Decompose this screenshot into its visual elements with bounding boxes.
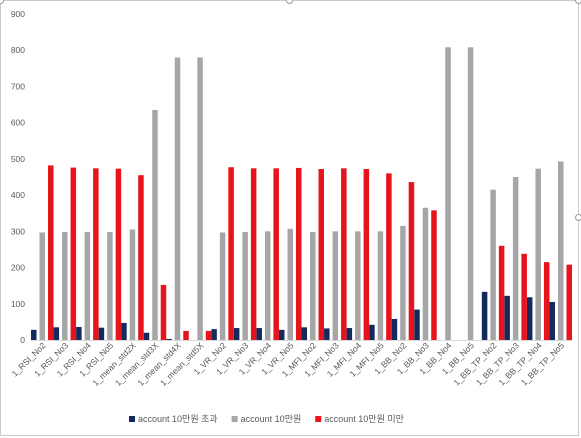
bar-1_BB_TP_No5-1 — [557, 161, 564, 340]
bar-1_MFI_No4-2 — [363, 169, 370, 340]
bar-1_MFI_No4-0 — [346, 328, 353, 340]
bar-1_BB_No3-1 — [422, 207, 429, 340]
bar-1_RSI_No5-1 — [107, 232, 113, 340]
bar-1_VR_No3-2 — [250, 168, 257, 340]
bar-1_mean_std3X-1 — [152, 109, 158, 341]
legend-swatch — [231, 416, 238, 422]
bar-1_MFI_No2-1 — [310, 232, 316, 340]
bar-1_BB_TP_No3-2 — [521, 253, 527, 340]
bar-1_mean_std4X-0 — [166, 338, 172, 340]
bar-1_RSI_No4-0 — [76, 326, 82, 340]
bar-1_BB_TP_No2-2 — [498, 245, 505, 340]
y-tick-label: 300 — [11, 226, 25, 236]
bar-1_RSI_No2-0 — [31, 329, 37, 340]
legend-swatch — [129, 416, 135, 422]
bar-1_VR_No4-0 — [256, 328, 262, 340]
legend-label: account 10만원 미만 — [324, 414, 404, 424]
bar-1_RSI_No5-2 — [115, 168, 122, 340]
bar-1_VR_No5-0 — [278, 329, 285, 340]
bar-1_BB_TP_No4-1 — [535, 168, 541, 340]
legend: account 10만원 초과 account 10만원 account 10만원 … — [129, 414, 404, 424]
bar-1_VR_No5-1 — [287, 228, 293, 340]
resize-handle-right[interactable] — [575, 214, 581, 221]
bar-1_RSI_No3-1 — [62, 232, 68, 340]
bar-1_BB_No5-1 — [467, 47, 474, 340]
y-tick-label: 0 — [20, 335, 25, 345]
bar-1_BB_TP_No4-0 — [526, 297, 533, 340]
y-tick-label: 500 — [11, 154, 25, 164]
legend-label: account 10만원 — [241, 414, 302, 424]
bar-1_mean_std3X-0 — [143, 332, 150, 340]
y-tick-label: 800 — [11, 45, 25, 55]
bar-1_RSI_No2-1 — [39, 232, 46, 340]
bar-1_BB_TP_No3-1 — [512, 177, 519, 340]
bar-1_MFI_No3-2 — [341, 168, 347, 340]
bar-1_RSI_No3-2 — [70, 167, 77, 340]
y-tick-label: 600 — [11, 118, 25, 128]
bar-1_MFI_No5-2 — [386, 173, 392, 340]
bar-1_VR_No4-1 — [264, 231, 271, 340]
resize-handle-top-left[interactable] — [0, 0, 4, 4]
bar-1_mean_std5X-2 — [205, 330, 212, 340]
bar-1_VR_No5-2 — [295, 167, 302, 340]
bar-1_BB_TP_No2-0 — [481, 291, 488, 340]
legend-label: account 10만원 초과 — [138, 414, 218, 424]
bar-1_mean_std3X-2 — [160, 284, 167, 340]
bar-1_VR_No3-1 — [242, 232, 248, 340]
bar-1_mean_std5X-1 — [197, 57, 203, 340]
bar-1_BB_No4-1 — [445, 47, 451, 340]
bar-1_VR_No2-0 — [211, 329, 217, 340]
legend-swatch — [315, 416, 322, 422]
y-tick-label: 200 — [11, 263, 25, 273]
plot-area — [31, 47, 572, 341]
bar-1_RSI_No2-2 — [48, 165, 54, 340]
bar-1_VR_No2-2 — [228, 167, 234, 340]
bar-1_MFI_No5-0 — [369, 324, 375, 340]
bar-1_RSI_No4-2 — [93, 168, 99, 340]
bar-1_MFI_No4-1 — [355, 231, 361, 340]
bar-1_BB_No3-0 — [414, 309, 420, 340]
bar-1_MFI_No5-1 — [377, 231, 384, 340]
bar-1_RSI_No4-1 — [84, 232, 91, 340]
y-tick-label: 100 — [11, 299, 25, 309]
bar-1_BB_No3-2 — [431, 210, 437, 340]
bar-1_VR_No2-1 — [219, 232, 226, 340]
bar-1_BB_TP_No2-1 — [490, 189, 496, 340]
bar-1_mean_std2X-0 — [121, 322, 127, 340]
bar-1_MFI_No2-2 — [318, 169, 325, 340]
bar-1_BB_TP_No3-0 — [504, 295, 510, 340]
bar-1_MFI_No3-1 — [332, 231, 339, 340]
bar-1_mean_std2X-2 — [138, 175, 144, 340]
y-tick-label: 400 — [11, 190, 25, 200]
bar-1_MFI_No3-0 — [324, 328, 330, 340]
bar-1_BB_TP_No4-2 — [543, 262, 550, 340]
y-axis: 0 100 200 300 400 500 600 700 800 900 — [11, 9, 25, 345]
bar-1_mean_std4X-1 — [174, 57, 181, 340]
bar-1_BB_No2-1 — [400, 225, 406, 340]
y-tick-label: 700 — [11, 81, 25, 91]
bar-1_BB_No2-2 — [408, 182, 415, 340]
bar-1_VR_No4-2 — [273, 168, 279, 340]
x-axis: 1_RSI_No21_RSI_No31_RSI_No41_RSI_No51_me… — [10, 340, 572, 388]
y-tick-label: 900 — [11, 9, 25, 19]
bar-1_RSI_No5-0 — [98, 327, 105, 340]
bar-1_mean_std2X-1 — [129, 229, 136, 340]
bar-1_BB_TP_No5-2 — [566, 264, 572, 340]
bar-1_VR_No3-0 — [233, 328, 240, 340]
bar-1_MFI_No2-0 — [301, 327, 308, 340]
bar-1_BB_No2-0 — [391, 318, 398, 340]
resize-handle-top[interactable] — [286, 0, 293, 4]
resize-handle-top-right[interactable] — [575, 0, 581, 4]
bar-1_mean_std4X-2 — [183, 330, 189, 340]
bar-1_BB_TP_No5-0 — [549, 301, 555, 340]
bar-1_RSI_No3-0 — [53, 327, 60, 340]
